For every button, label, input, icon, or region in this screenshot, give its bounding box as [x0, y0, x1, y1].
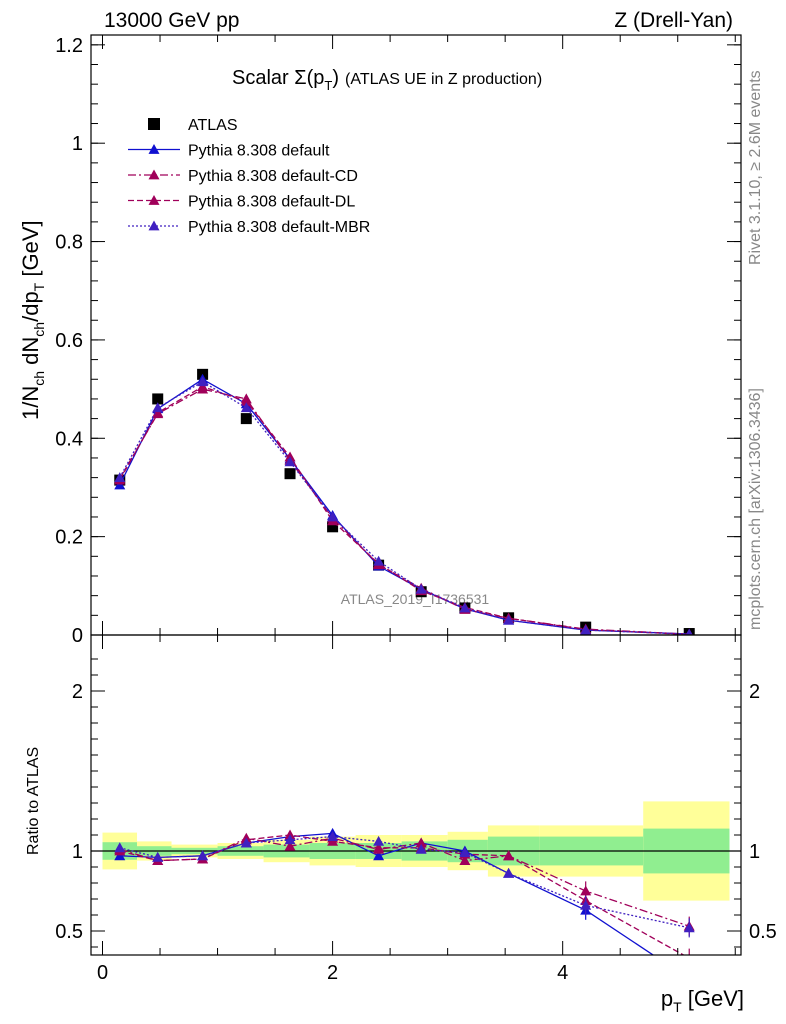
y-tick-label-main: 1: [72, 133, 83, 155]
ratio-marker-mbr: [683, 922, 695, 933]
mc-marker-mbr: [284, 456, 296, 467]
mc-marker-mbr: [197, 376, 209, 387]
ratio-line-dl: [119, 834, 685, 955]
title-extra: (ATLAS UE in Z production): [345, 71, 542, 88]
ratio-marker-mbr: [327, 831, 339, 841]
ratio-marker-mbr: [197, 850, 209, 861]
ratio-marker-mbr: [503, 867, 515, 878]
ylabel-part-e: /dp: [18, 291, 43, 322]
y-tick-label-ratio: 0.5: [55, 921, 83, 943]
legend-marker-dl: [148, 195, 160, 205]
y-tick-label-ratio-right: 2: [749, 681, 760, 703]
mc-marker-mbr: [114, 472, 126, 483]
title-close: ): [332, 67, 339, 89]
mc-marker-mbr: [415, 583, 427, 594]
mc-line-mbr: [119, 380, 690, 635]
mc-line-default: [119, 378, 690, 635]
mc-marker-mbr: [685, 628, 693, 635]
legend-label-mbr: Pythia 8.308 default-MBR: [188, 219, 370, 236]
ylabel-part-c: dN: [18, 337, 43, 371]
y-tick-label-main: 0.2: [55, 527, 83, 549]
y-axis-label-ratio: Ratio to ATLAS: [25, 747, 42, 855]
legend-marker-cd: [148, 169, 160, 180]
ratio-marker-cd: [580, 885, 592, 896]
mc-marker-mbr: [152, 402, 164, 413]
main-panel: [114, 368, 695, 635]
ylabel-part-d: ch: [31, 322, 47, 337]
legend: ATLAS Pythia 8.308 default Pythia 8.308 de…: [128, 117, 370, 236]
ratio-marker-mbr: [580, 899, 592, 910]
ratio-marker-mbr: [240, 837, 252, 848]
mc-marker-mbr: [459, 602, 471, 613]
title-main: Scalar Σ(p: [232, 67, 324, 89]
y-tick-label-main: 0.8: [55, 232, 83, 254]
ylabel-part-f: T: [31, 282, 47, 291]
y-tick-label-main: 1.2: [55, 35, 83, 57]
ylabel-part-a: 1/N: [18, 386, 43, 420]
y-tick-label-main: 0.4: [55, 428, 83, 450]
xlabel-part-sub: T: [673, 999, 682, 1015]
mc-marker-mbr: [503, 614, 515, 625]
legend-label-data: ATLAS: [188, 117, 238, 134]
legend-marker-mbr: [148, 220, 160, 231]
mc-marker-mbr: [240, 402, 252, 413]
ratio-marker-mbr: [459, 847, 471, 857]
x-tick-label: 0: [97, 962, 108, 984]
header-left: 13000 GeV pp: [104, 9, 239, 32]
title-sub: T: [324, 78, 332, 93]
ratio-marker-mbr: [373, 835, 385, 846]
ratio-marker-default: [373, 850, 385, 861]
xlabel-part-unit: [GeV]: [682, 986, 744, 1011]
x-axis-label: pT [GeV]: [661, 986, 744, 1015]
mc-line-cd: [119, 388, 690, 635]
rivet-label: Rivet 3.1.10, ≥ 2.6M events: [747, 70, 764, 265]
ratio-marker-dl: [373, 842, 385, 853]
y-tick-label-ratio: 2: [72, 681, 83, 703]
legend-label-cd: Pythia 8.308 default-CD: [188, 168, 358, 185]
mc-line-dl: [119, 385, 690, 635]
y-tick-label-main: 0: [72, 625, 83, 647]
y-tick-label-ratio: 1: [72, 841, 83, 863]
y-tick-label-main: 0.6: [55, 330, 83, 352]
ylabel-part-g: [GeV]: [18, 220, 43, 282]
ratio-marker-mbr: [114, 842, 126, 853]
mcplots-label: mcplots.cern.ch [arXiv:1306.3436]: [747, 388, 764, 630]
mc-marker-mbr: [580, 624, 592, 635]
ratio-marker-dl: [503, 850, 515, 861]
ratio-marker-cd: [284, 840, 296, 851]
xlabel-part-p: p: [661, 986, 673, 1011]
mc-marker-mbr: [327, 511, 339, 522]
mc-marker-mbr: [373, 555, 385, 566]
legend-marker-default: [148, 144, 160, 154]
ratio-marker-mbr: [152, 851, 164, 862]
axes: 0 0.2 0.4 0.6 0.8 1 1.2 0.5 0.5 1 1 2 2 0 2 4: [55, 35, 777, 984]
mc-marker-dl: [240, 395, 252, 406]
chart-title: Scalar Σ(pT) (ATLAS UE in Z production): [232, 67, 542, 93]
legend-label-dl: Pythia 8.308 default-DL: [188, 194, 355, 211]
legend-marker-data: [148, 118, 160, 130]
atlas-data-point: [284, 468, 296, 480]
y-tick-label-ratio-right: 1: [749, 841, 760, 863]
ratio-frame: [90, 634, 742, 956]
y-tick-label-ratio-right: 0.5: [749, 921, 777, 943]
atlas-data-point: [240, 413, 252, 425]
y-axis-label-main: 1/Nch dNch/dpT [GeV]: [18, 220, 47, 420]
x-tick-label: 4: [557, 962, 568, 984]
ratio-panel: [91, 801, 741, 955]
ratio-marker-cd: [459, 855, 471, 865]
ratio-marker-mbr: [415, 843, 427, 854]
x-tick-label: 2: [327, 962, 338, 984]
ratio-marker-mbr: [284, 834, 296, 845]
atlas-data-point: [152, 393, 164, 405]
header-right: Z (Drell-Yan): [614, 9, 733, 32]
ylabel-part-b: ch: [31, 371, 47, 386]
atlas-data-point: [327, 521, 339, 533]
ratio-line-mbr: [119, 835, 690, 929]
legend-label-default: Pythia 8.308 default: [188, 143, 330, 160]
